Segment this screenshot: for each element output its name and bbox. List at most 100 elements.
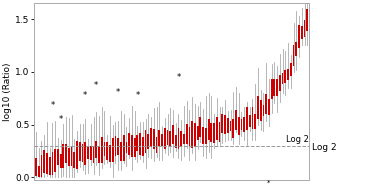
Bar xyxy=(90,146,92,160)
Bar xyxy=(205,128,207,144)
Bar xyxy=(123,135,124,160)
Bar xyxy=(298,26,300,48)
Bar xyxy=(63,144,64,168)
Bar xyxy=(164,128,166,149)
Bar xyxy=(126,142,127,153)
Bar xyxy=(161,134,163,146)
Bar xyxy=(57,149,59,165)
Bar xyxy=(35,158,37,176)
Bar xyxy=(273,79,275,96)
Bar xyxy=(93,146,94,163)
Bar xyxy=(254,114,256,129)
Bar xyxy=(71,146,72,167)
Bar xyxy=(246,108,248,130)
Bar xyxy=(293,45,294,66)
Text: *: * xyxy=(176,74,180,82)
Bar xyxy=(287,69,289,81)
Bar xyxy=(306,9,308,31)
Bar xyxy=(265,94,267,115)
Bar xyxy=(284,70,286,84)
Bar xyxy=(180,131,182,147)
Bar xyxy=(210,123,212,142)
Bar xyxy=(208,119,209,140)
Bar xyxy=(79,142,81,161)
Bar xyxy=(107,142,108,160)
Bar xyxy=(101,137,102,163)
Bar xyxy=(153,129,155,149)
Bar xyxy=(142,137,144,156)
Bar xyxy=(76,141,78,169)
Text: *: * xyxy=(94,81,98,91)
Bar xyxy=(175,135,177,149)
Bar xyxy=(260,100,262,121)
Bar xyxy=(158,130,160,146)
Bar xyxy=(301,26,303,39)
Bar xyxy=(38,166,40,177)
Bar xyxy=(232,119,234,138)
Bar xyxy=(43,150,45,173)
Bar xyxy=(251,107,253,129)
Bar xyxy=(87,147,89,159)
Text: Log 2: Log 2 xyxy=(286,135,309,144)
Bar xyxy=(150,128,152,147)
Bar xyxy=(216,117,218,140)
Bar xyxy=(197,126,198,140)
Bar xyxy=(68,148,70,166)
Bar xyxy=(112,138,113,163)
Text: *: * xyxy=(135,91,139,100)
Bar xyxy=(115,136,116,156)
Bar xyxy=(271,79,273,99)
Bar xyxy=(186,124,188,144)
Bar xyxy=(60,154,61,168)
Bar xyxy=(235,110,237,130)
Bar xyxy=(202,127,204,144)
Bar xyxy=(145,130,146,153)
Text: *: * xyxy=(267,180,270,186)
Bar xyxy=(82,144,83,162)
Bar xyxy=(41,155,42,177)
Bar xyxy=(74,152,75,168)
Bar xyxy=(194,123,196,147)
Bar xyxy=(134,138,135,157)
Bar xyxy=(282,73,284,84)
Y-axis label: log10 (Ratio): log10 (Ratio) xyxy=(3,62,12,121)
Bar xyxy=(98,146,100,163)
Bar xyxy=(290,63,292,76)
Bar xyxy=(243,117,245,132)
Bar xyxy=(54,149,56,172)
Bar xyxy=(221,114,223,133)
Bar xyxy=(85,142,86,165)
Bar xyxy=(249,115,251,127)
Bar xyxy=(52,152,53,175)
Text: *: * xyxy=(83,91,87,100)
Bar xyxy=(257,96,259,119)
Bar xyxy=(279,75,281,91)
Bar xyxy=(137,135,138,151)
Bar xyxy=(156,137,157,153)
Bar xyxy=(131,135,133,157)
Bar xyxy=(49,157,51,175)
Bar xyxy=(178,129,179,149)
Bar xyxy=(229,121,231,131)
Bar xyxy=(191,121,193,148)
Bar xyxy=(304,20,305,36)
Bar xyxy=(139,133,141,155)
Bar xyxy=(188,126,190,146)
Bar xyxy=(183,134,185,144)
Bar xyxy=(240,119,242,130)
Text: *: * xyxy=(116,88,120,98)
Bar xyxy=(238,117,240,135)
Bar xyxy=(169,131,171,146)
Bar xyxy=(46,153,48,174)
Bar xyxy=(128,133,130,155)
Text: Log 2: Log 2 xyxy=(312,143,337,152)
Bar xyxy=(224,115,226,134)
Text: *: * xyxy=(59,115,63,124)
Bar xyxy=(219,122,220,142)
Bar xyxy=(117,138,119,155)
Bar xyxy=(65,143,67,163)
Text: *: * xyxy=(50,101,55,110)
Bar xyxy=(120,142,122,160)
Bar xyxy=(109,145,111,162)
Bar xyxy=(147,134,149,149)
